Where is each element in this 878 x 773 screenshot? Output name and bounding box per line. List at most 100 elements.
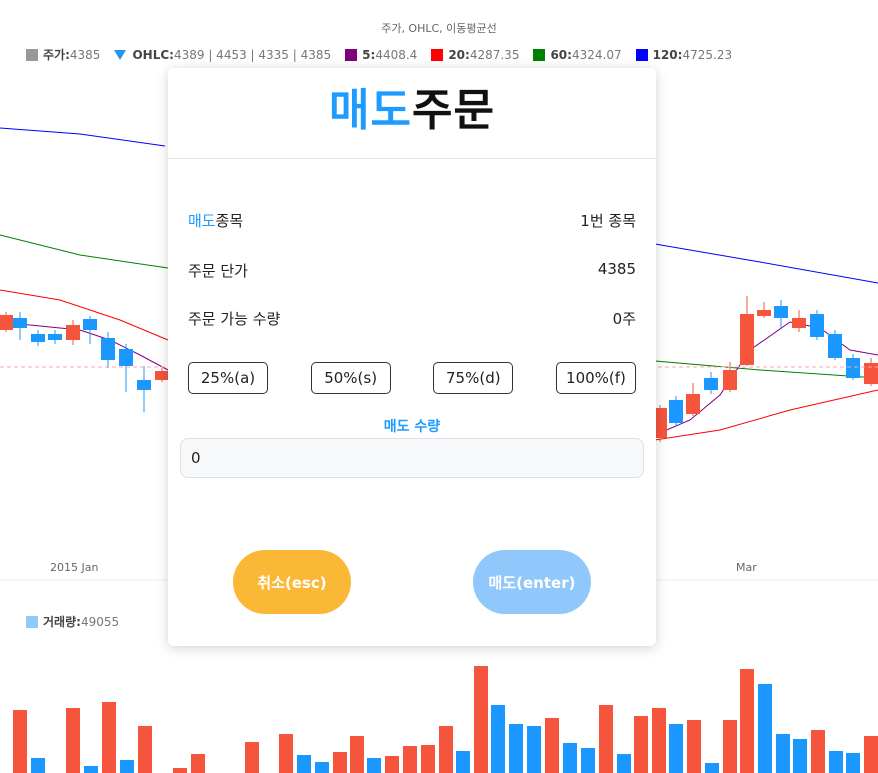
candle-body — [704, 378, 718, 390]
legend-ma5-swatch — [345, 48, 358, 61]
modal-title: 매도주문 — [329, 85, 495, 136]
legend-ohlc-name: OHLC — [132, 47, 170, 62]
available-qty-value: 0주 — [612, 310, 636, 328]
candle-body — [0, 315, 13, 330]
pct-75-button[interactable]: 75%(d) — [433, 362, 514, 394]
sell-qty-input[interactable] — [180, 438, 644, 478]
candle-body — [155, 371, 169, 380]
modal-title-rest: 주문 — [412, 85, 495, 136]
legend-ma5-name: 5 — [362, 47, 371, 62]
item-label-rest: 종목 — [215, 212, 244, 230]
volume-bar — [545, 718, 559, 773]
volume-bar — [421, 745, 435, 773]
volume-legend-swatch — [26, 615, 38, 628]
legend-ma60-value: 4324.07 — [571, 47, 622, 62]
candle-body — [101, 338, 115, 360]
modal-title-accent: 매도 — [329, 85, 412, 136]
legend-ma60[interactable]: 60:4324.07 — [533, 47, 622, 62]
cancel-button[interactable]: 취소(esc) — [233, 550, 351, 614]
unit-price-label: 주문 단가 — [188, 262, 248, 280]
volume-bar — [84, 766, 98, 773]
legend-ohlc[interactable]: OHLC:4389 | 4453 | 4335 | 4385 — [114, 48, 331, 62]
volume-bar — [723, 720, 737, 773]
ma60-line — [654, 360, 878, 379]
ma120-line — [654, 243, 878, 284]
chart-title: 주가, OHLC, 이동평균선 — [381, 22, 497, 35]
item-label: 매도종목 — [188, 210, 243, 231]
x-axis-label-mar: Mar — [736, 561, 757, 574]
legend-price-name: 주가 — [43, 48, 66, 62]
ma20-line — [654, 389, 878, 441]
sell-qty-label: 매도 수량 — [383, 419, 441, 435]
candle-body — [13, 318, 27, 328]
volume-bar — [385, 756, 399, 773]
pct-50-button[interactable]: 50%(s) — [310, 362, 391, 394]
volume-bar — [793, 739, 807, 773]
candle-body — [66, 325, 80, 340]
chart-legend: 주가:4385 OHLC:4389 | 4453 | 4335 | 4385 5… — [26, 46, 746, 63]
candle-body — [757, 310, 771, 316]
candle-body — [723, 370, 737, 390]
pct-100-button[interactable]: 100%(f) — [555, 362, 636, 394]
modal-header: 매도주문 — [168, 68, 656, 159]
legend-ma120-swatch — [635, 48, 648, 61]
legend-ma20[interactable]: 20:4287.35 — [431, 48, 519, 62]
volume-bar — [652, 708, 666, 773]
volume-bar — [102, 702, 116, 773]
item-label-accent: 매도 — [188, 212, 216, 230]
legend-ma60-swatch — [533, 48, 546, 61]
volume-bar — [191, 754, 205, 773]
candle-body — [48, 334, 62, 340]
legend-ma20-value: 4287.35 — [469, 47, 520, 62]
volume-bar — [350, 736, 364, 773]
sell-button[interactable]: 매도(enter) — [473, 550, 591, 614]
ma120-line — [0, 127, 166, 147]
candle-body — [137, 380, 151, 390]
legend-ma60-name: 60 — [550, 47, 568, 62]
volume-bar — [297, 755, 311, 773]
unit-price-value: 4385 — [597, 260, 636, 278]
volume-bar — [811, 730, 825, 773]
volume-bar — [456, 751, 470, 773]
candle-body — [83, 319, 97, 330]
legend-ma5[interactable]: 5:4408.4 — [345, 48, 417, 62]
pct-25-button[interactable]: 25%(a) — [188, 362, 268, 394]
volume-legend-name: 거래량 — [43, 615, 77, 629]
candle-body — [653, 408, 667, 438]
ma5-line — [654, 321, 878, 436]
volume-bar — [846, 753, 860, 773]
volume-bar — [367, 758, 381, 773]
volume-bar — [315, 762, 329, 773]
candle-body — [119, 349, 133, 366]
ma60-line — [0, 234, 169, 269]
volume-bar — [864, 736, 878, 773]
item-row: 매도종목 1번 종목 — [188, 210, 636, 231]
percent-buttons: 25%(a) 50%(s) 75%(d) 100%(f) — [188, 362, 636, 394]
volume-bar — [617, 754, 631, 773]
volume-bar — [491, 705, 505, 773]
legend-price[interactable]: 주가:4385 — [26, 46, 100, 63]
volume-bar — [776, 734, 790, 773]
candle-body — [810, 314, 824, 337]
legend-ma120[interactable]: 120:4725.23 — [635, 48, 732, 62]
volume-bar — [31, 758, 45, 773]
volume-bar — [403, 746, 417, 773]
volume-bar — [599, 705, 613, 773]
x-axis-label-jan: 2015 Jan — [50, 561, 99, 574]
legend-ohlc-value: 4389 | 4453 | 4335 | 4385 — [173, 47, 332, 62]
volume-bar — [509, 724, 523, 773]
ma20-line — [0, 289, 169, 341]
volume-legend[interactable]: 거래량:49055 — [26, 613, 119, 630]
volume-bar — [581, 748, 595, 773]
volume-bar — [527, 726, 541, 773]
candle-body — [828, 334, 842, 358]
legend-price-swatch — [26, 48, 38, 61]
candle-body — [846, 358, 860, 378]
unit-price-row: 주문 단가 4385 — [188, 260, 636, 281]
volume-bar — [758, 684, 772, 773]
candle-body — [740, 314, 754, 365]
available-qty-label: 주문 가능 수량 — [188, 310, 281, 328]
volume-bar — [173, 768, 187, 773]
volume-bar — [687, 720, 701, 773]
